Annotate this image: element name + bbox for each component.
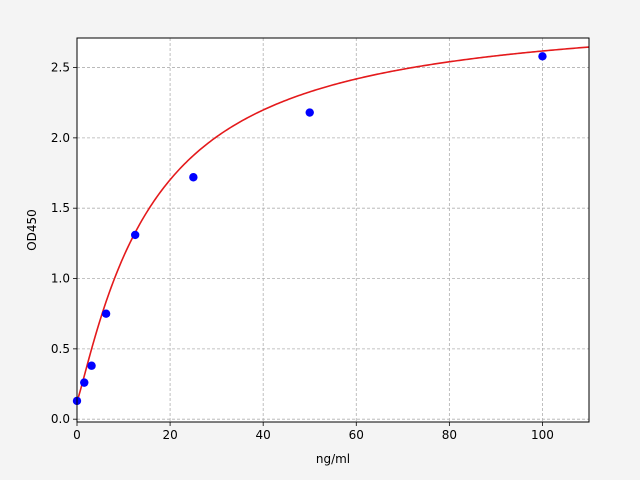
x-tick-label: 20 <box>162 428 177 442</box>
x-tick-label: 80 <box>442 428 457 442</box>
y-tick-label: 0.0 <box>51 412 70 426</box>
data-point <box>305 108 314 117</box>
y-tick-label: 1.0 <box>51 272 70 286</box>
plot-frame <box>76 37 590 423</box>
y-tick-label: 2.5 <box>51 61 70 75</box>
data-point <box>87 361 96 370</box>
fitted-curve-line <box>76 46 590 402</box>
axis-ticks <box>73 67 543 426</box>
y-tick-label: 1.5 <box>51 201 70 215</box>
data-point <box>130 230 140 240</box>
x-tick-label: 60 <box>349 428 364 442</box>
data-point <box>101 309 111 318</box>
plot-area <box>77 38 589 422</box>
data-point <box>80 378 89 387</box>
x-axis-label: ng/ml <box>316 452 350 466</box>
x-tick-label: 100 <box>531 428 554 442</box>
x-tick-label: 0 <box>73 428 81 442</box>
data-point <box>189 173 198 182</box>
fitted-curve-layer <box>76 46 590 402</box>
y-axis-label: OD450 <box>25 209 39 251</box>
data-point <box>538 52 547 61</box>
y-tick-label: 2.0 <box>51 131 70 145</box>
axis-tick-labels: 0 20 40 60 80 100 0.0 0.5 1.0 1.5 2.0 2.5 <box>51 61 554 442</box>
y-tick-label: 0.5 <box>51 342 70 356</box>
x-tick-label: 40 <box>256 428 271 442</box>
grid <box>76 38 589 422</box>
